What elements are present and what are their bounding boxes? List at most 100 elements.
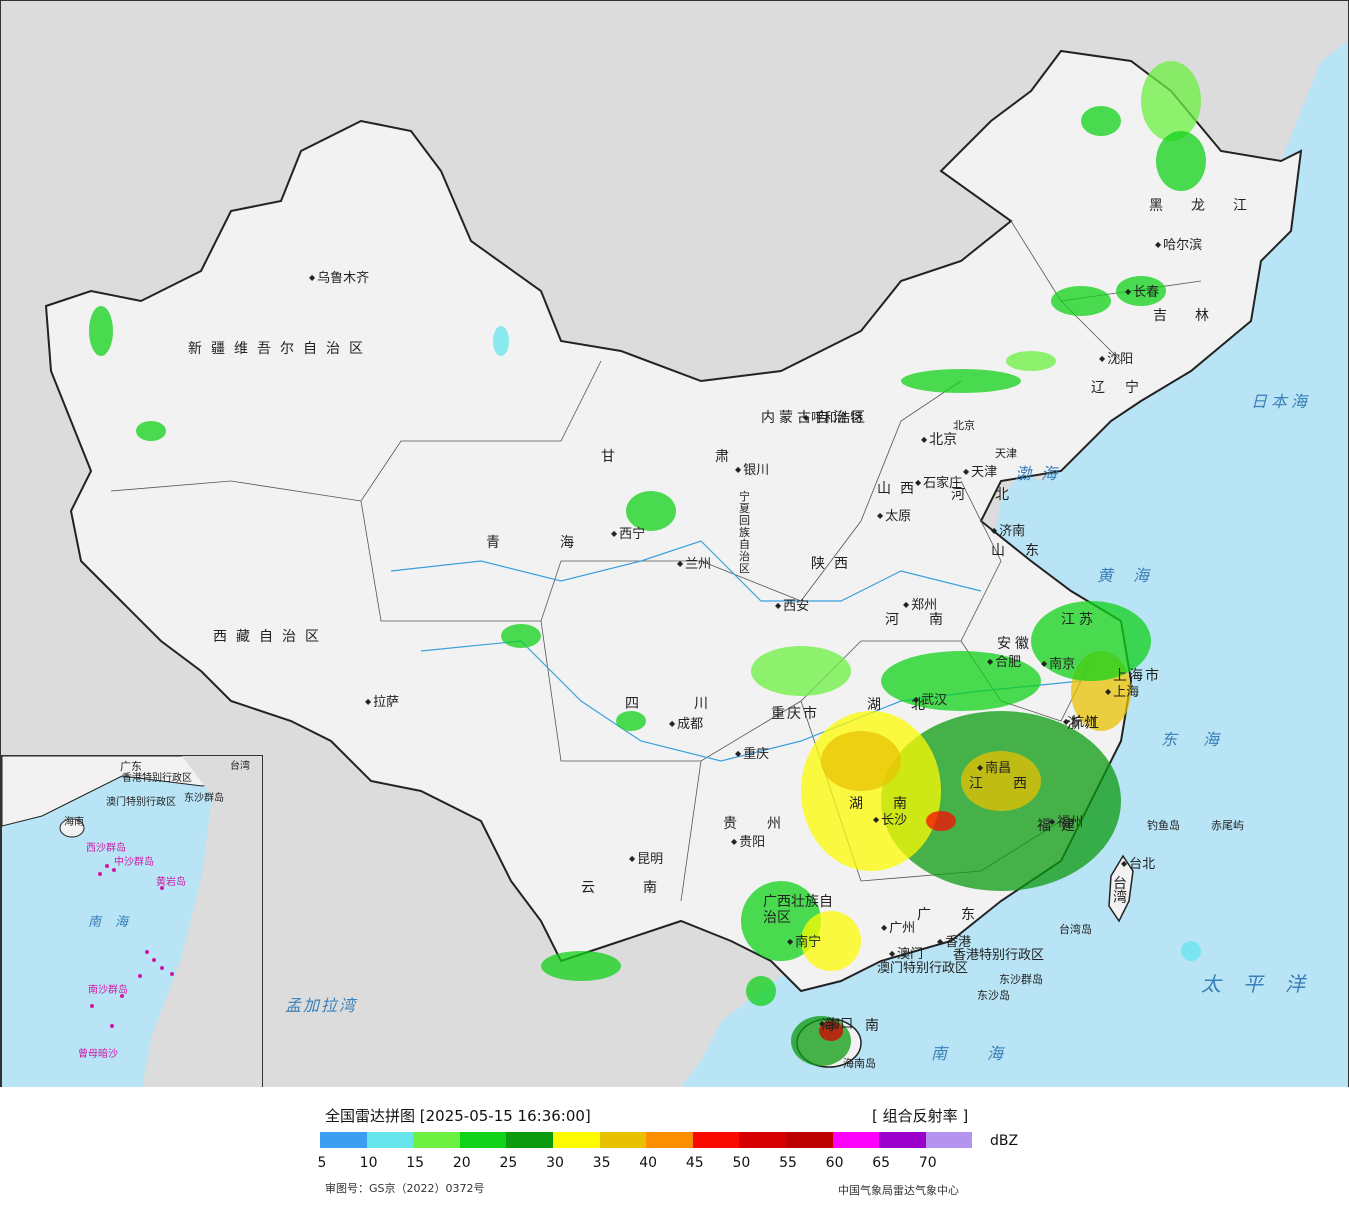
data-source: 中国气象局雷达气象中心 — [838, 1184, 959, 1197]
city-chongqing: 重庆 — [735, 747, 769, 762]
label-heilongjiang: 黑龙江 — [1149, 198, 1275, 214]
label-chongqing: 重庆市 — [771, 706, 819, 722]
radar-echo — [1081, 106, 1121, 136]
inset-south-sea: 南海 — [88, 915, 143, 930]
city-hongkong: 香港 — [937, 935, 971, 950]
color-swatch — [692, 1132, 740, 1148]
city-wuhan: 武汉 — [913, 693, 947, 708]
city-taiyuan: 太原 — [877, 509, 911, 524]
color-swatch — [832, 1132, 880, 1148]
city-kunming: 昆明 — [629, 852, 663, 867]
inset-nansha: 南沙群岛 — [88, 985, 128, 996]
radar-echo — [501, 624, 541, 648]
legend-unit: dBZ — [990, 1133, 1019, 1149]
island-chiwei: 赤尾屿 — [1211, 819, 1244, 832]
city-tianjin: 天津 — [963, 465, 997, 480]
sea-bengal: 孟加拉湾 — [285, 996, 358, 1015]
tick-label: 10 — [359, 1155, 378, 1171]
color-swatch — [925, 1132, 973, 1148]
label-sichuan: 四川 — [625, 696, 763, 712]
sea-pacific: 太平洋 — [1201, 972, 1327, 996]
color-swatch — [599, 1132, 647, 1148]
city-hefei: 合肥 — [987, 655, 1021, 670]
tick-label: 30 — [546, 1155, 564, 1171]
label-shanghai: 上海市 — [1113, 668, 1161, 684]
label-henan: 河南 — [885, 612, 973, 628]
radar-echo — [746, 976, 776, 1006]
label-taiwan: 台湾 — [1113, 876, 1127, 906]
inset-xisha: 西沙群岛 — [86, 843, 126, 854]
tick-label: 65 — [872, 1155, 891, 1171]
inset-hk: 香港特别行政区 — [122, 773, 192, 784]
city-nanjing: 南京 — [1041, 657, 1075, 672]
tick-label: 50 — [732, 1155, 751, 1171]
radar-echo — [821, 731, 901, 791]
approval-number: 审图号：GS京（2022）0372号 — [325, 1182, 485, 1195]
island-dongsha-group: 东沙群岛 — [999, 973, 1043, 986]
island-taiwan: 台湾岛 — [1059, 923, 1092, 936]
city-lhasa: 拉萨 — [365, 695, 399, 710]
city-nanchang: 南昌 — [977, 761, 1011, 776]
radar-echo — [901, 369, 1021, 393]
label-hubei: 湖北 — [867, 697, 955, 713]
label-ningxia: 宁夏回族自治区 — [739, 490, 750, 575]
color-swatch — [646, 1132, 693, 1148]
color-swatch — [506, 1132, 553, 1148]
label-xinjiang: 新疆维吾尔自治区 — [188, 341, 372, 357]
legend-panel: 全国雷达拼图 [2025-05-15 16:36:00] [ 组合反射率 ] d… — [0, 1087, 1349, 1208]
city-zhengzhou: 郑州 — [903, 598, 937, 613]
city-changchun: 长春 — [1125, 285, 1159, 300]
radar-map: 新疆维吾尔自治区 西藏自治区 青海 甘肃 内蒙古自治区 黑龙江 吉林 辽宁 河北… — [0, 0, 1349, 1088]
sea-yellow: 黄海 — [1097, 566, 1170, 585]
color-swatch — [459, 1132, 507, 1148]
label-jiangxi: 江西 — [969, 776, 1057, 792]
island-diaoyu: 钓鱼岛 — [1147, 819, 1180, 832]
city-yinchuan: 银川 — [735, 463, 769, 478]
sea-bohai: 渤海 — [1015, 464, 1068, 483]
color-swatch — [739, 1132, 786, 1148]
label-guizhou: 贵州 — [723, 816, 811, 832]
label-jilin: 吉林 — [1153, 308, 1237, 324]
inset-dongsha: 东沙群岛 — [184, 793, 224, 804]
label-shandong: 山东 — [991, 543, 1059, 559]
label-tianjin-prov: 天津 — [995, 447, 1017, 460]
city-guiyang: 贵阳 — [731, 835, 765, 850]
city-chengdu: 成都 — [669, 717, 703, 732]
inset-zengmu: 曾母暗沙 — [78, 1049, 118, 1060]
inset-taiwan: 台湾 — [230, 761, 250, 772]
label-macau-sar: 澳门特别行政区 — [877, 961, 969, 976]
color-swatch — [366, 1132, 414, 1148]
color-swatch — [320, 1132, 367, 1148]
inset-macau: 澳门特别行政区 — [106, 797, 176, 808]
city-shanghai: 上海 — [1105, 685, 1139, 700]
city-macau: 澳门 — [889, 947, 923, 962]
island-dongsha: 东沙岛 — [977, 989, 1010, 1002]
south-china-sea-inset: 广东 香港特别行政区 澳门特别行政区 东沙群岛 海南 西沙群岛 中沙群岛 南海 … — [1, 755, 263, 1087]
radar-echo — [1051, 286, 1111, 316]
color-swatch — [413, 1132, 460, 1148]
label-qinghai: 青海 — [486, 535, 634, 551]
legend-title: 全国雷达拼图 [2025-05-15 16:36:00] — [325, 1107, 591, 1125]
city-fuzhou: 福州 — [1049, 815, 1083, 830]
radar-echo — [541, 951, 621, 981]
city-haikou: 海口 — [819, 1017, 853, 1032]
radar-echo — [1181, 941, 1201, 961]
radar-echo — [1006, 351, 1056, 371]
inset-huangyan: 黄岩岛 — [156, 877, 186, 888]
city-urumqi: 乌鲁木齐 — [309, 271, 369, 286]
radar-echo — [493, 326, 509, 356]
city-jinan: 济南 — [991, 524, 1025, 539]
label-yunnan: 云南 — [581, 880, 705, 896]
label-xizang: 西藏自治区 — [213, 629, 328, 645]
radar-echo — [89, 306, 113, 356]
tick-label: 25 — [499, 1155, 518, 1171]
sea-japan: 日本海 — [1251, 392, 1312, 411]
city-shijiazhuang: 石家庄 — [915, 476, 962, 491]
tick-label: 70 — [918, 1155, 937, 1171]
inset-hainan: 海南 — [64, 817, 84, 828]
city-beijing: 北京 — [921, 433, 957, 447]
radar-echo — [1141, 61, 1201, 141]
radar-echo — [626, 491, 676, 531]
color-swatch — [552, 1132, 600, 1148]
tick-label: 15 — [406, 1155, 425, 1171]
